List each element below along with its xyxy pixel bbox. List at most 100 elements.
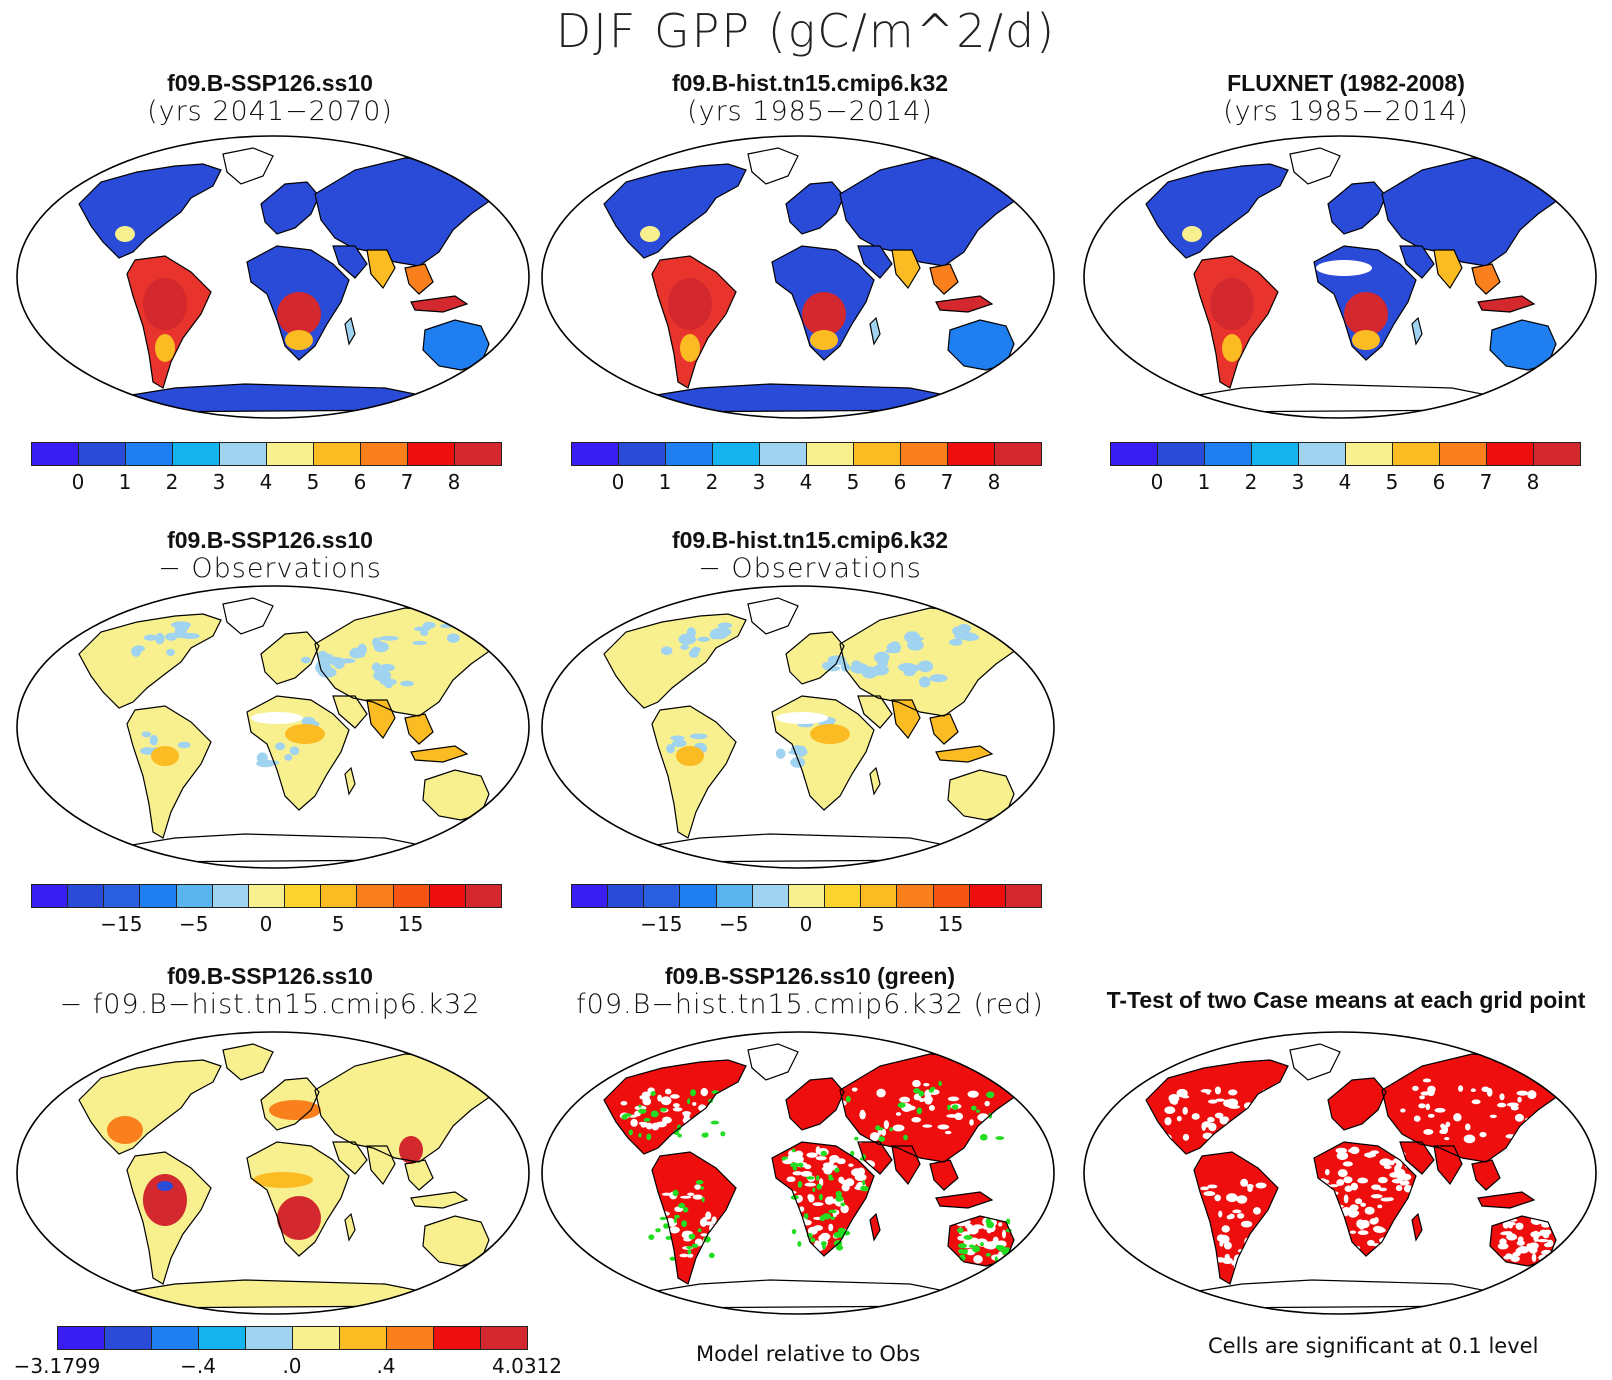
insignificant-cell bbox=[892, 1124, 905, 1132]
case-significant-cell bbox=[828, 1209, 837, 1214]
coastline-india bbox=[366, 1145, 396, 1186]
colorbar-swatch bbox=[78, 442, 126, 466]
negative-anomaly bbox=[949, 638, 963, 646]
colorbar-swatch bbox=[219, 442, 267, 466]
land-antarctica bbox=[111, 383, 437, 413]
case-significant-cell bbox=[889, 1127, 894, 1132]
panel-title-2: f09.B-hist.tn15.cmip6.k32 (yrs 1985−2014… bbox=[540, 70, 1080, 127]
land-antarctica bbox=[1178, 383, 1504, 413]
colorbar-tick-label: 1 bbox=[1197, 470, 1211, 494]
insignificant-cell bbox=[946, 1114, 958, 1118]
negative-anomaly bbox=[954, 632, 972, 640]
coastline-india bbox=[891, 699, 921, 740]
land-namerica bbox=[604, 614, 746, 708]
insignificant-cell bbox=[658, 1211, 670, 1217]
coastline-samerica bbox=[1193, 1151, 1279, 1285]
case-significant-cell bbox=[806, 1176, 815, 1180]
land-australia bbox=[1489, 319, 1557, 371]
negative-anomaly bbox=[177, 741, 191, 749]
subtropical-band bbox=[115, 226, 135, 242]
case-significant-cell bbox=[701, 1196, 705, 1203]
negative-anomaly bbox=[157, 1181, 173, 1191]
insignificant-cell bbox=[1499, 1093, 1505, 1101]
insignificant-cell bbox=[944, 1130, 952, 1135]
colorbar-swatch bbox=[407, 442, 455, 466]
panel-3-subtitle: (yrs 1985−2014) bbox=[1223, 96, 1469, 128]
panel-2-title: f09.B-hist.tn15.cmip6.k32 bbox=[671, 70, 949, 96]
land-indonesia bbox=[411, 1192, 467, 1208]
case-significant-cell bbox=[663, 1223, 670, 1229]
coastline-madagascar bbox=[344, 1212, 356, 1242]
negative-anomaly bbox=[422, 621, 436, 629]
insignificant-cell bbox=[1502, 1221, 1510, 1229]
insignificant-cell bbox=[712, 1224, 720, 1234]
case-significant-cell bbox=[979, 1133, 988, 1141]
insignificant-cell bbox=[881, 1128, 887, 1136]
insignificant-cell bbox=[645, 1122, 653, 1130]
insignificant-cell bbox=[792, 1171, 803, 1176]
colorbar-swatch bbox=[853, 442, 901, 466]
insignificant-cell bbox=[1221, 1225, 1230, 1233]
negative-anomaly bbox=[400, 680, 414, 687]
colorbar-swatch bbox=[1533, 442, 1581, 466]
land-australia bbox=[422, 319, 490, 371]
negative-anomaly bbox=[318, 663, 332, 672]
colorbar-swatch bbox=[360, 442, 408, 466]
case-significant-cell bbox=[928, 1088, 934, 1093]
case-significant-cell bbox=[816, 1183, 822, 1190]
land-indonesia bbox=[1477, 295, 1536, 313]
insignificant-cell bbox=[1214, 1194, 1221, 1202]
negative-anomaly bbox=[256, 752, 268, 764]
land-greenland bbox=[1290, 1044, 1340, 1080]
insignificant-cell bbox=[661, 1192, 672, 1196]
land-indonesia bbox=[1478, 1192, 1534, 1208]
colorbar-tick-label: 7 bbox=[1479, 470, 1493, 494]
colorbar-tick-label: 2 bbox=[165, 470, 179, 494]
negative-anomaly bbox=[957, 623, 972, 634]
case-significant-cell bbox=[938, 1080, 942, 1087]
negative-anomaly bbox=[275, 742, 285, 751]
insignificant-cell bbox=[652, 1222, 657, 1231]
panel-5-title: f09.B-hist.tn15.cmip6.k32 bbox=[671, 527, 949, 553]
panel-1-subtitle: (yrs 2041−2070) bbox=[147, 96, 393, 128]
land-greenland bbox=[747, 147, 799, 185]
insignificant-cell bbox=[803, 1219, 812, 1226]
map-boundary bbox=[541, 1031, 1055, 1315]
colorbar-swatch bbox=[824, 884, 862, 908]
colorbar-swatch bbox=[392, 884, 430, 908]
insignificant-cell bbox=[1343, 1194, 1349, 1204]
negative-anomaly bbox=[697, 636, 710, 642]
insignificant-cell bbox=[841, 1183, 850, 1192]
panel-5-subtitle: − Observations bbox=[698, 553, 922, 585]
case-significant-cell bbox=[854, 1136, 859, 1141]
insignificant-cell bbox=[1377, 1176, 1388, 1184]
colorbar-swatch bbox=[284, 884, 322, 908]
insignificant-cell bbox=[1378, 1187, 1387, 1192]
case-significant-cell bbox=[803, 1213, 809, 1220]
insignificant-cell bbox=[1219, 1117, 1228, 1125]
colorbar-tick-label: 3 bbox=[1291, 470, 1305, 494]
panel-7-subtitle: f09.B−hist.tn15.cmip6.k32 (red) bbox=[576, 989, 1044, 1021]
insignificant-cell bbox=[1515, 1248, 1522, 1257]
insignificant-cell bbox=[812, 1202, 824, 1207]
negative-anomaly bbox=[671, 739, 687, 748]
missing-data bbox=[1316, 260, 1372, 276]
case-significant-cell bbox=[845, 1095, 851, 1103]
case-significant-cell bbox=[986, 1091, 995, 1099]
negative-anomaly bbox=[412, 640, 428, 646]
case-significant-cell bbox=[797, 1180, 803, 1188]
insignificant-cell bbox=[1181, 1095, 1190, 1099]
land-india bbox=[1434, 1146, 1462, 1184]
colorbar-tick-label: 7 bbox=[400, 470, 414, 494]
insignificant-cell bbox=[1223, 1241, 1232, 1250]
map-ssp126-field bbox=[16, 135, 530, 419]
coastline-arabia bbox=[857, 695, 893, 729]
land-antarctica bbox=[636, 383, 962, 413]
land-africa bbox=[772, 696, 874, 810]
land-europe bbox=[785, 181, 845, 235]
land-seasia bbox=[929, 263, 959, 295]
land-seasia bbox=[404, 263, 434, 295]
case-significant-cell bbox=[673, 1129, 680, 1136]
insignificant-cell bbox=[1001, 1229, 1007, 1239]
coastline-greenland bbox=[747, 597, 799, 635]
